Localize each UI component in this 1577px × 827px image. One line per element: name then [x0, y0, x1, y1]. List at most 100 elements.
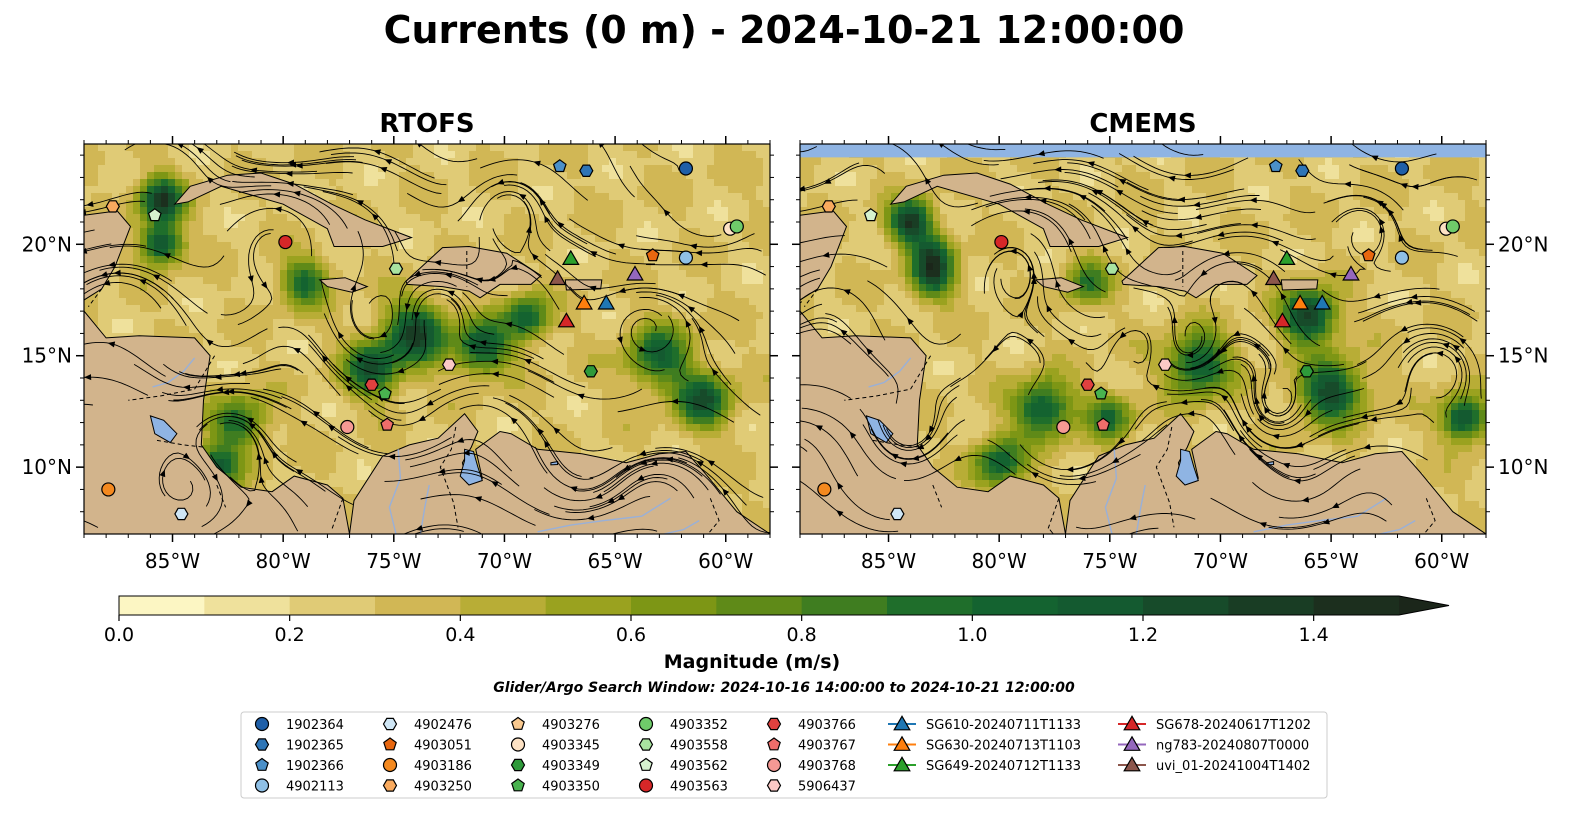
speed-cell [357, 466, 365, 474]
speed-cell [511, 431, 519, 439]
speed-cell [406, 200, 414, 208]
speed-cell [203, 403, 211, 411]
speed-cell [371, 291, 379, 299]
speed-cell [413, 235, 421, 243]
speed-cell [140, 270, 148, 278]
speed-cell [455, 403, 463, 411]
speed-cell [567, 438, 575, 446]
speed-cell [616, 151, 624, 159]
speed-cell [189, 326, 197, 334]
speed-cell [609, 410, 617, 418]
speed-cell [546, 214, 554, 222]
speed-cell [322, 445, 330, 453]
speed-cell [427, 172, 435, 180]
speed-cell [700, 263, 708, 271]
speed-cell [630, 284, 638, 292]
speed-cell [427, 361, 435, 369]
speed-cell [672, 326, 680, 334]
speed-cell [217, 319, 225, 327]
speed-cell [637, 200, 645, 208]
speed-cell [126, 144, 134, 152]
speed-cell [294, 396, 302, 404]
speed-cell [539, 291, 547, 299]
speed-cell [469, 305, 477, 313]
speed-cell [665, 361, 673, 369]
speed-cell [357, 193, 365, 201]
speed-cell [385, 221, 393, 229]
speed-cell [217, 186, 225, 194]
speed-cell [343, 368, 351, 376]
speed-cell [350, 452, 358, 460]
speed-cell [623, 186, 631, 194]
speed-cell [616, 221, 624, 229]
speed-cell [378, 214, 386, 222]
speed-cell [385, 277, 393, 285]
speed-cell [378, 431, 386, 439]
speed-cell [434, 375, 442, 383]
speed-cell [518, 389, 526, 397]
speed-cell [483, 221, 491, 229]
speed-cell [238, 235, 246, 243]
speed-cell [637, 144, 645, 152]
speed-cell [385, 151, 393, 159]
speed-cell [238, 417, 246, 425]
speed-cell [427, 389, 435, 397]
speed-cell [231, 256, 239, 264]
speed-cell [434, 221, 442, 229]
speed-cell [483, 193, 491, 201]
speed-cell [140, 172, 148, 180]
speed-cell [280, 284, 288, 292]
speed-cell [595, 256, 603, 264]
speed-cell [420, 424, 428, 432]
speed-cell [315, 445, 323, 453]
speed-cell [287, 452, 295, 460]
speed-cell [553, 354, 561, 362]
speed-cell [350, 151, 358, 159]
panel-title-rtofs: RTOFS [379, 109, 474, 139]
speed-cell [98, 305, 106, 313]
speed-cell [644, 431, 652, 439]
speed-cell [371, 452, 379, 460]
speed-cell [518, 347, 526, 355]
speed-cell [413, 186, 421, 194]
speed-cell [560, 151, 568, 159]
speed-cell [350, 382, 358, 390]
speed-cell [168, 179, 176, 187]
speed-cell [126, 291, 134, 299]
speed-cell [588, 319, 596, 327]
speed-cell [602, 221, 610, 229]
speed-cell [665, 291, 673, 299]
speed-cell [238, 228, 246, 236]
speed-cell [623, 158, 631, 166]
speed-cell [182, 242, 190, 250]
speed-cell [651, 270, 659, 278]
speed-cell [588, 431, 596, 439]
speed-cell [462, 207, 470, 215]
speed-cell [294, 319, 302, 327]
speed-cell [280, 270, 288, 278]
speed-cell [686, 193, 694, 201]
speed-cell [539, 410, 547, 418]
speed-cell [455, 298, 463, 306]
speed-cell [189, 158, 197, 166]
speed-cell [616, 277, 624, 285]
speed-cell [112, 179, 120, 187]
speed-cell [273, 305, 281, 313]
speed-cell [630, 333, 638, 341]
speed-cell [308, 466, 316, 474]
speed-cell [539, 417, 547, 425]
speed-cell [413, 305, 421, 313]
speed-cell [581, 151, 589, 159]
speed-cell [210, 193, 218, 201]
speed-cell [665, 158, 673, 166]
speed-cell [595, 333, 603, 341]
speed-cell [217, 277, 225, 285]
speed-cell [525, 312, 533, 320]
speed-cell [455, 340, 463, 348]
speed-cell [518, 214, 526, 222]
speed-cell [609, 207, 617, 215]
speed-cell [413, 165, 421, 173]
speed-cell [273, 235, 281, 243]
speed-cell [644, 172, 652, 180]
speed-cell [560, 305, 568, 313]
